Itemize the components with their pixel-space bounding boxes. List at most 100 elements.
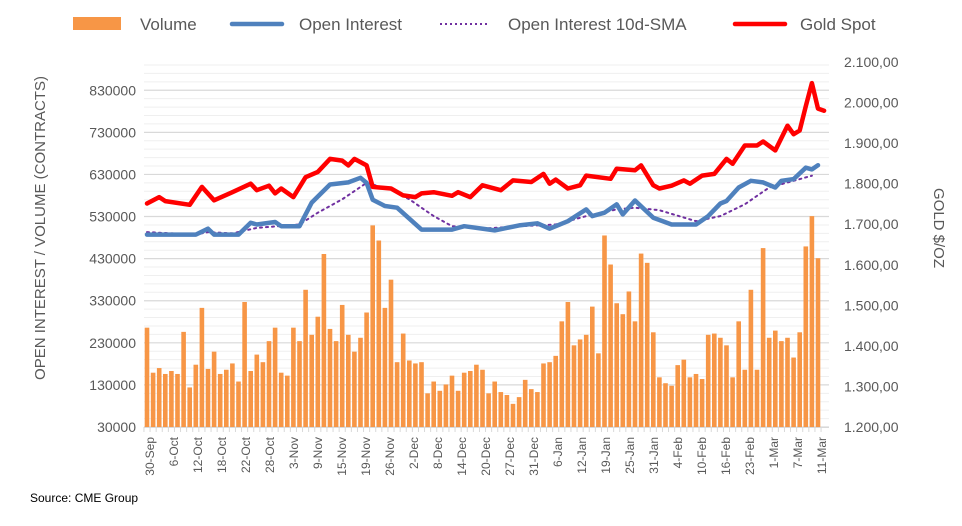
volume-bar [565, 301, 571, 427]
volume-bar [254, 354, 260, 427]
volume-bar [407, 360, 412, 427]
volume-bar [266, 341, 272, 427]
right-axis-tick-label: 1.300,00 [844, 378, 899, 394]
volume-bar [297, 341, 302, 427]
x-tick-label: 28-Oct [263, 436, 277, 473]
right-axis-ticks: 1.200,00 1.300,00 1.400,00 1.500,00 1.600,00… [844, 54, 899, 435]
x-tick-label: 4-Feb [671, 437, 685, 469]
volume-bar [669, 385, 674, 427]
volume-bar [285, 375, 290, 427]
volume-bar [712, 333, 717, 427]
x-tick-label: 31-Dec [527, 437, 541, 476]
right-axis-title: GOLD $/OZ [930, 188, 947, 268]
x-tick-label: 6-Jan [551, 437, 565, 467]
volume-bar [724, 345, 729, 427]
left-axis-tick-label: 130000 [89, 377, 136, 393]
source-note: Source: CME Group [30, 491, 138, 505]
volume-bar [681, 359, 687, 427]
right-axis-tick-label: 1.500,00 [844, 297, 899, 313]
volume-bar [199, 307, 205, 427]
volume-bar [242, 301, 247, 427]
volume-bar [224, 369, 229, 427]
volume-bar [626, 291, 632, 427]
volume-bar [742, 369, 748, 427]
volume-bar [760, 248, 766, 427]
x-tick-label: 1-Mar [767, 437, 781, 468]
volume-bar [797, 332, 802, 427]
x-tick-label: 12-Jan [575, 437, 589, 474]
volume-bar [529, 389, 534, 427]
volume-bar [388, 279, 394, 427]
volume-bar [358, 337, 363, 427]
volume-bar [382, 307, 388, 427]
x-tick-label: 8-Dec [431, 437, 445, 469]
right-axis-tick-label: 2.100,00 [844, 54, 899, 70]
volume-bar [211, 351, 217, 427]
x-tick-label: 11-Mar [815, 437, 829, 474]
legend: Volume Open Interest Open Interest 10d-S… [73, 15, 876, 34]
volume-bar [602, 235, 607, 427]
volume-bar [535, 392, 540, 427]
volume-bar [144, 327, 150, 427]
volume-bar [693, 373, 699, 427]
x-tick-label: 15-Nov [335, 437, 349, 476]
legend-volume-label: Volume [140, 15, 197, 34]
volume-bar [230, 363, 235, 427]
volume-bar [638, 253, 644, 427]
left-axis-tick-label: 530000 [89, 209, 136, 225]
volume-bar [583, 334, 589, 427]
x-tick-label: 23-Feb [743, 437, 757, 475]
volume-bar [468, 371, 473, 427]
series-lines [144, 80, 827, 237]
volume-bar [352, 351, 357, 427]
right-axis-tick-label: 1.200,00 [844, 419, 899, 435]
volume-bar [748, 289, 754, 427]
volume-bar [785, 337, 790, 427]
volume-bar [699, 379, 705, 427]
volume-bar [675, 365, 680, 427]
volume-bar [419, 362, 424, 427]
left-axis-tick-label: 330000 [89, 293, 136, 309]
volume-bar [156, 368, 162, 427]
x-tick-label: 2-Dec [407, 437, 421, 469]
volume-bar [480, 369, 485, 427]
volume-bar [309, 334, 314, 427]
volume-bar [474, 364, 479, 427]
right-axis-tick-label: 2.000,00 [844, 95, 899, 111]
x-tick-label: 22-Oct [239, 436, 253, 473]
volume-bars [144, 216, 821, 427]
right-axis-tick-label: 1.400,00 [844, 338, 899, 354]
volume-bar [339, 304, 345, 427]
volume-bar [577, 339, 583, 427]
volume-bar [169, 371, 174, 427]
volume-bar [400, 333, 406, 427]
volume-bar [455, 390, 461, 427]
volume-bar [620, 314, 626, 427]
right-axis-tick-label: 1.600,00 [844, 257, 899, 273]
volume-bar [175, 373, 180, 427]
volume-bar [413, 363, 418, 427]
volume-bar [321, 253, 327, 427]
right-axis-tick-label: 1.800,00 [844, 176, 899, 192]
x-tick-label: 16-Feb [719, 437, 733, 475]
volume-bar [431, 381, 436, 427]
volume-bar [187, 387, 192, 427]
volume-bar [193, 364, 199, 427]
volume-bar [498, 392, 504, 427]
x-tick-label: 25-Jan [623, 437, 637, 474]
legend-sma-label: Open Interest 10d-SMA [508, 15, 687, 34]
x-tick-label: 12-Oct [191, 436, 205, 473]
volume-bar [278, 372, 284, 427]
volume-bar [333, 341, 339, 427]
volume-bar [779, 341, 784, 427]
left-axis-tick-label: 730000 [89, 124, 136, 140]
volume-bar [217, 373, 223, 427]
volume-bar [425, 393, 430, 427]
volume-bar [248, 371, 253, 427]
x-tick-label: 10-Feb [695, 437, 709, 475]
volume-bar [718, 337, 723, 427]
volume-bar [315, 316, 321, 427]
volume-bar [260, 362, 266, 427]
volume-bar [608, 264, 613, 427]
volume-bar [327, 328, 333, 427]
